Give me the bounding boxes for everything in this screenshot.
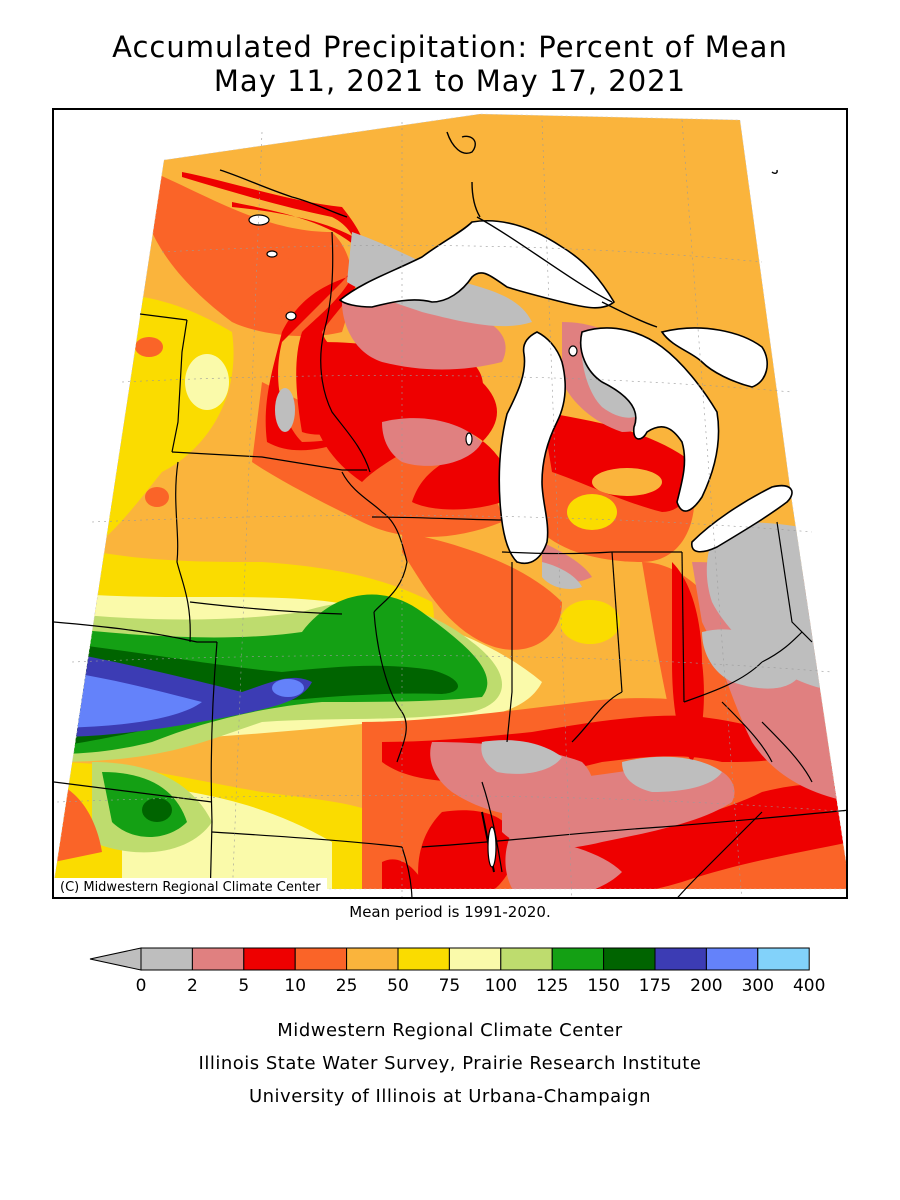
legend-tick-label: 50 [387,976,409,996]
legend-tick-label: 100 [485,976,517,996]
legend-tick-label: 0 [136,976,147,996]
legend-swatch [654,947,707,971]
legend-swatch [191,947,245,971]
graticule [56,119,846,897]
legend-tick-label: 25 [336,976,358,996]
legend-tick-label: 75 [439,976,461,996]
legend-swatch [140,947,193,971]
islands [248,214,578,446]
legend-tick-label: 175 [639,976,671,996]
legend-tick-label: 10 [284,976,306,996]
precip-field [54,114,846,889]
copyright-label: (C) Midwestern Regional Climate Center [54,878,327,897]
state-borders [54,231,846,897]
legend-swatch [346,947,399,971]
color-legend: 0 2 5 10 25 50 75 100 125 150 175 200 300 400 [89,947,825,996]
legend-swatch [500,947,553,971]
legend-swatch [294,947,348,971]
coastlines [219,131,778,328]
legend-swatch [757,947,810,971]
legend-swatch [243,947,296,971]
legend-tick-label: 400 [793,976,825,996]
great-lakes [338,219,793,564]
legend-tick-label: 150 [587,976,619,996]
legend-swatch [603,947,656,971]
credit-line-1: Midwestern Regional Climate Center [277,1020,623,1041]
precipitation-map: (C) Midwestern Regional Climate Center [52,108,848,899]
legend-swatch [448,947,502,971]
mean-period-note: Mean period is 1991-2020. [349,903,551,921]
credit-line-2: Illinois State Water Survey, Prairie Res… [198,1053,702,1074]
legend-swatch [705,947,759,971]
legend-tick-label: 125 [536,976,568,996]
credit-line-3: University of Illinois at Urbana-Champai… [248,1086,652,1107]
legend-tick-label: 300 [742,976,774,996]
map-title-line-2: May 11, 2021 to May 17, 2021 [213,64,687,98]
legend-tick-label: 5 [238,976,249,996]
legend-swatch [551,947,605,971]
map-title-line-1: Accumulated Precipitation: Percent of Me… [112,30,788,64]
legend-tick-label: 200 [690,976,722,996]
legend-under-arrow [89,947,142,971]
legend-tick-label: 2 [187,976,198,996]
legend-swatch [397,947,450,971]
map-canvas [54,110,846,897]
